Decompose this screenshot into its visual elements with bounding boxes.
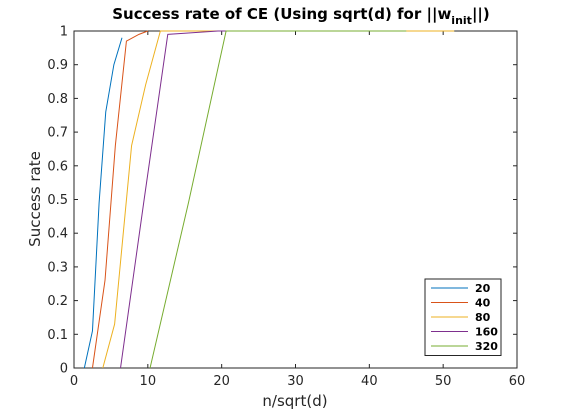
series-lines <box>83 30 455 369</box>
x-tick-label: 60 <box>509 374 526 389</box>
x-tick-label: 30 <box>287 374 304 389</box>
y-tick-label: 1 <box>60 25 68 40</box>
y-tick-label: 0.6 <box>47 159 68 174</box>
series-line-40 <box>91 30 149 369</box>
legend-label-320: 320 <box>475 340 498 353</box>
series-line-160 <box>120 30 237 369</box>
y-tick-label: 0.9 <box>47 58 68 73</box>
axis-ticks: 0 10 20 30 40 50 60 0 0.1 0.2 0.3 0.4 0.5 0.6 0.7 0.8 0.… <box>47 25 525 390</box>
y-tick-label: 0.1 <box>47 328 68 343</box>
y-tick-label: 0.2 <box>47 294 68 309</box>
x-axis-label: n/sqrt(d) <box>262 392 327 410</box>
legend-label-20: 20 <box>475 282 491 295</box>
series-line-20 <box>83 37 123 369</box>
chart-title: Success rate of CE (Using sqrt(d) for ||… <box>112 5 490 27</box>
x-tick-label: 0 <box>70 374 78 389</box>
y-tick-label: 0.3 <box>47 260 68 275</box>
legend-label-80: 80 <box>475 311 491 324</box>
legend-label-40: 40 <box>475 297 491 310</box>
y-tick-label: 0.5 <box>47 193 68 208</box>
y-axis-label: Success rate <box>26 151 44 247</box>
x-tick-label: 50 <box>435 374 452 389</box>
series-line-80 <box>102 30 455 369</box>
x-tick-label: 10 <box>140 374 157 389</box>
y-tick-label: 0.7 <box>47 126 68 141</box>
y-tick-label: 0.4 <box>47 227 68 242</box>
y-tick-label: 0.8 <box>47 92 68 107</box>
x-tick-label: 20 <box>213 374 230 389</box>
legend-label-160: 160 <box>475 326 498 339</box>
series-line-320 <box>149 30 407 369</box>
y-tick-label: 0 <box>60 362 68 377</box>
x-tick-label: 40 <box>361 374 378 389</box>
